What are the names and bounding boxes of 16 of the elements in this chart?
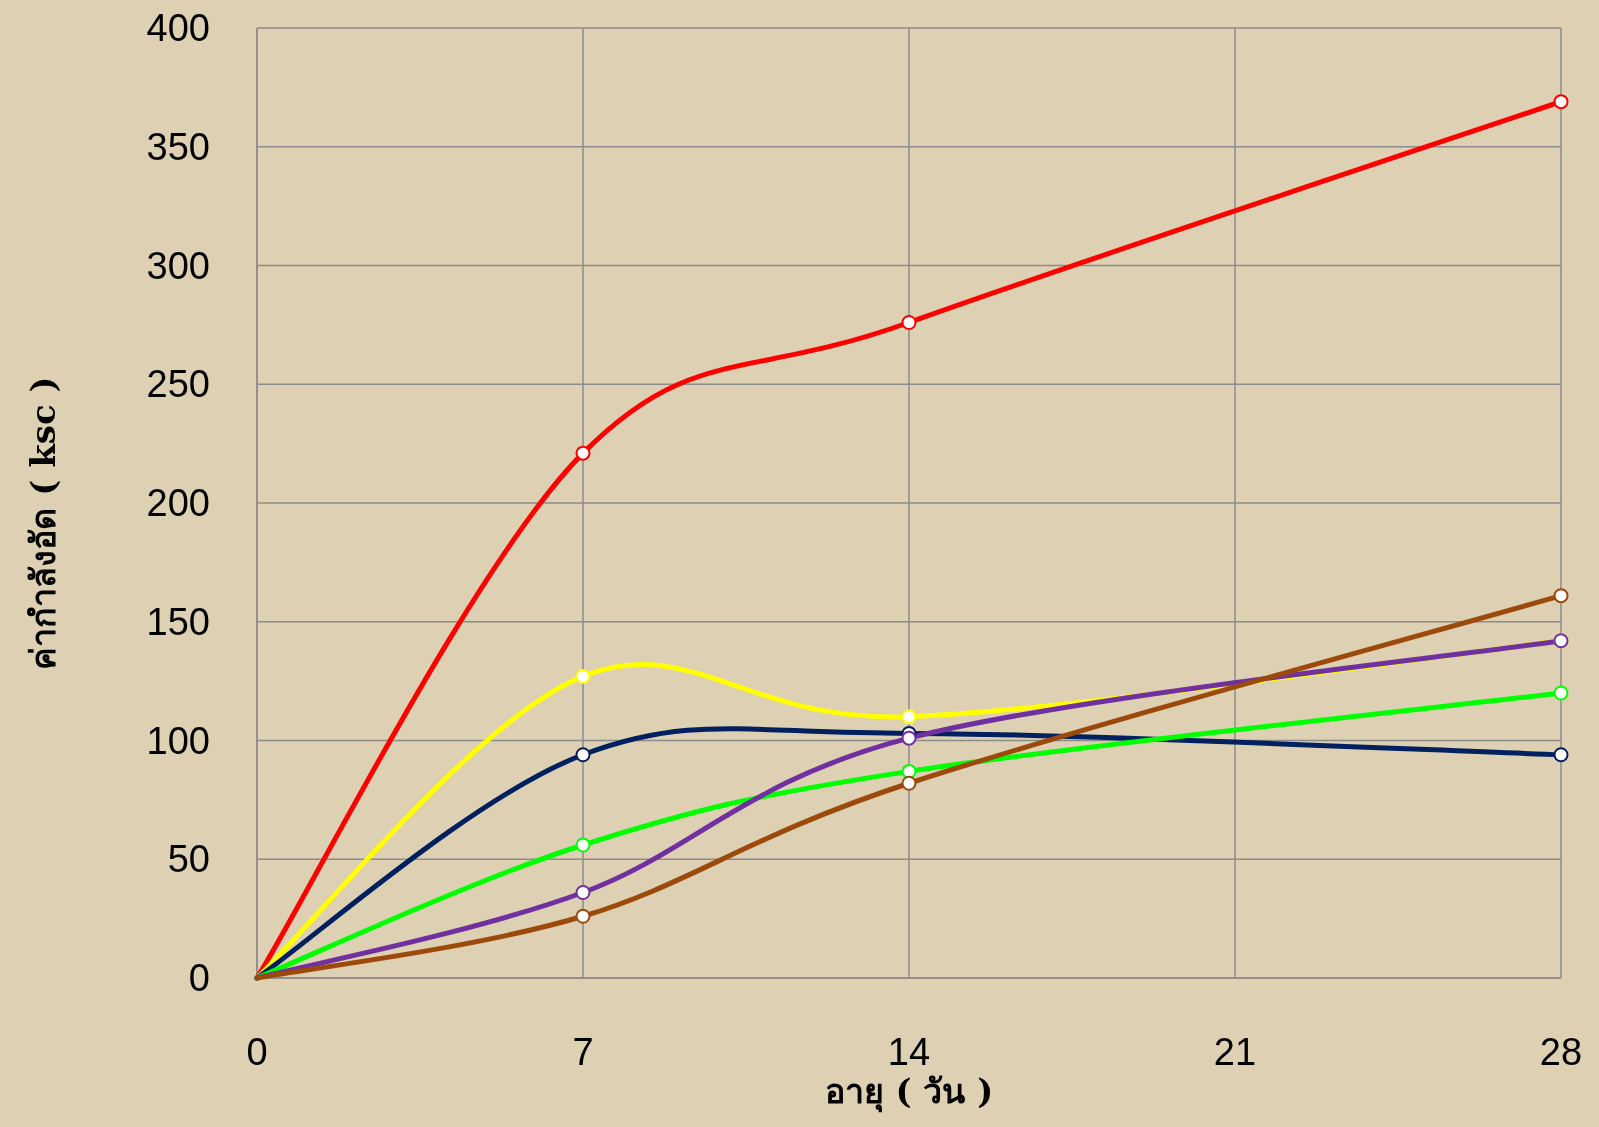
y-tick-label: 250 (146, 363, 210, 406)
y-tick-label: 400 (146, 7, 210, 49)
x-axis-title: อายุ ( วัน ) (824, 1071, 994, 1113)
x-tick-label: 21 (1213, 1031, 1257, 1073)
x-tick-label: 7 (572, 1031, 594, 1073)
y-tick-label: 350 (146, 125, 210, 168)
y-axis-title: ค่ากำลังอัด ( ksc ) (23, 376, 63, 670)
y-tick-label: 100 (146, 719, 210, 762)
x-tick-label: 0 (246, 1031, 268, 1073)
y-tick-label: 50 (167, 838, 210, 881)
y-tick-label: 300 (146, 244, 210, 287)
y-tick-label: 0 (188, 957, 210, 999)
x-tick-label: 14 (887, 1031, 931, 1073)
x-tick-label: 28 (1539, 1031, 1583, 1073)
y-tick-label: 150 (146, 600, 210, 643)
y-tick-label: 200 (146, 482, 210, 524)
